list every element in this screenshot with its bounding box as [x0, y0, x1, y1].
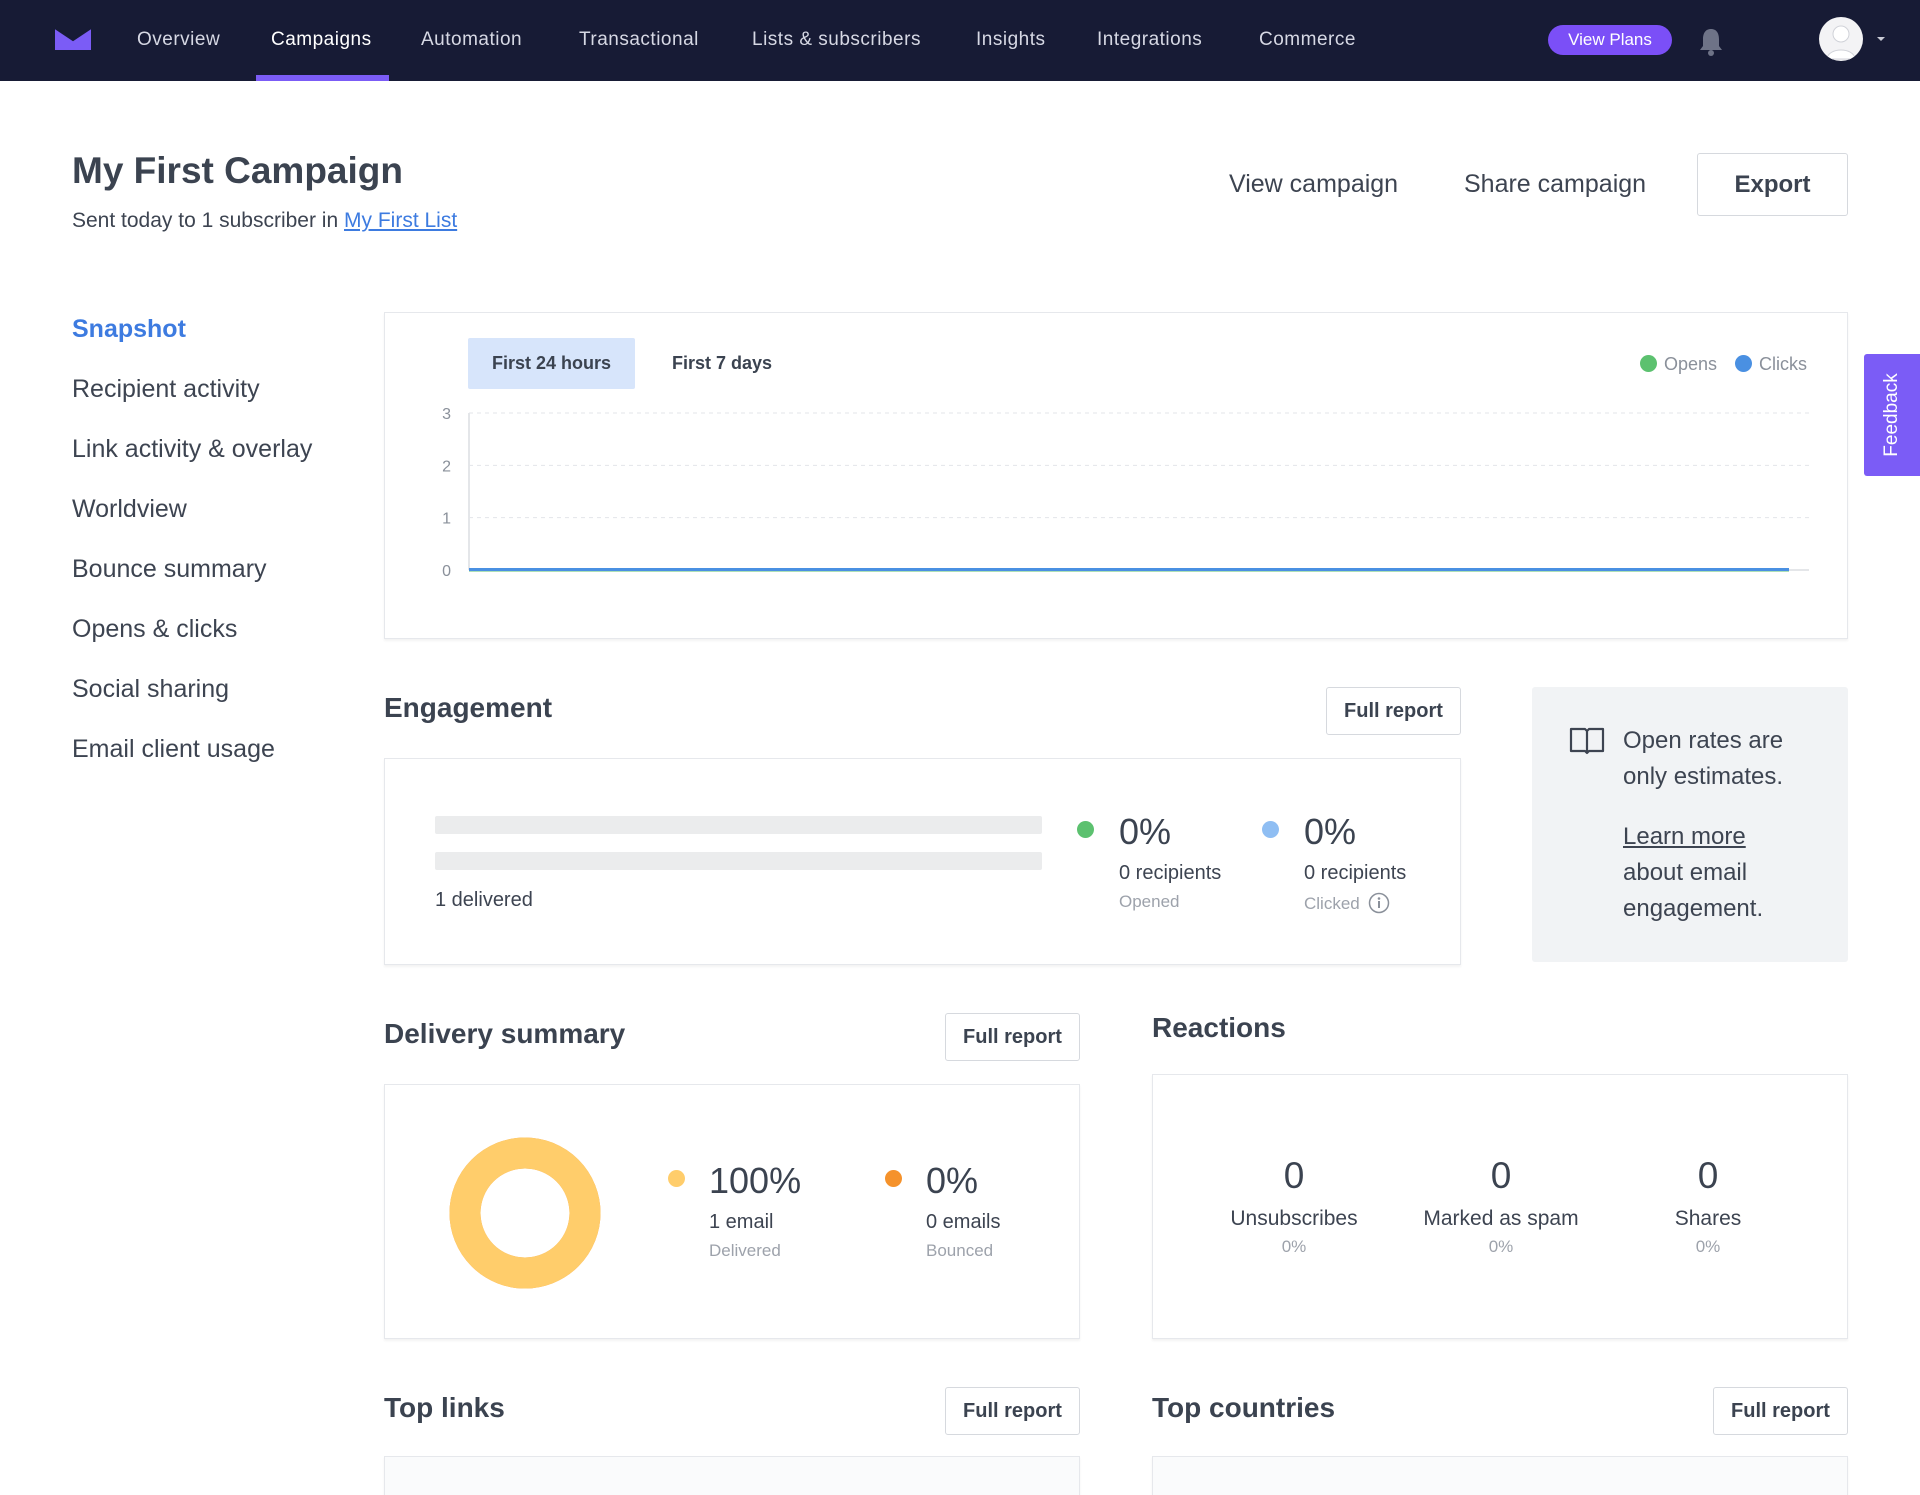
unsubscribes-percent: 0% [1281, 1237, 1307, 1256]
legend-clicks-label: Clicks [1759, 354, 1807, 374]
sidebar-item-opens-clicks[interactable]: Opens & clicks [72, 615, 238, 643]
user-icon [1826, 25, 1856, 60]
bounced-label: Bounced [926, 1241, 994, 1260]
learn-more-link[interactable]: Learn more [1623, 823, 1746, 850]
engagement-card: 1 delivered 0% 0 recipients Opened 0% 0 … [384, 758, 1461, 965]
donut-delivered-segment [449, 1137, 601, 1289]
bounced-dot [885, 1170, 902, 1187]
info-estimates-text: Open rates are only estimates. [1623, 727, 1784, 790]
clicked-recipients: 0 recipients [1304, 862, 1407, 884]
delivery-summary-title: Delivery summary [384, 1018, 626, 1049]
delivery-full-report-button[interactable]: Full report [945, 1013, 1080, 1061]
top-nav: Overview Campaigns Automation Transactio… [0, 0, 1920, 81]
nav-overview[interactable]: Overview [137, 29, 221, 50]
unsubscribes-label: Unsubscribes [1230, 1207, 1358, 1230]
clicked-dot [1262, 821, 1279, 838]
y-tick-label: 2 [442, 458, 451, 475]
subtitle-text: Sent today to 1 subscriber in [72, 209, 344, 232]
tab-first-24-hours[interactable]: First 24 hours [468, 338, 636, 389]
bell-icon[interactable] [1697, 26, 1725, 56]
reactions-card: 0 Unsubscribes 0% 0 Marked as spam 0% 0 … [1152, 1074, 1848, 1339]
delivered-percent: 100% [709, 1160, 802, 1201]
engagement-full-report-button[interactable]: Full report [1326, 687, 1461, 735]
sidebar-item-social-sharing[interactable]: Social sharing [72, 675, 230, 703]
nav-transactional[interactable]: Transactional [579, 29, 699, 50]
delivered-emails: 1 email [709, 1211, 774, 1233]
share-campaign-link[interactable]: Share campaign [1464, 170, 1647, 198]
feedback-tab[interactable]: Feedback [1864, 354, 1920, 476]
unsubscribes-value: 0 [1283, 1155, 1305, 1196]
opens-dot [1640, 355, 1657, 372]
clicked-label-wrap: Clicked [1304, 892, 1390, 914]
top-countries-full-report-button[interactable]: Full report [1713, 1387, 1848, 1435]
view-campaign-link[interactable]: View campaign [1229, 170, 1399, 198]
nav-insights[interactable]: Insights [976, 29, 1046, 50]
nav-integrations[interactable]: Integrations [1097, 29, 1203, 50]
opened-percent: 0% [1119, 811, 1172, 852]
engagement-title: Engagement [384, 692, 553, 723]
nav-automation[interactable]: Automation [421, 29, 523, 50]
y-tick-label: 1 [442, 511, 451, 528]
delivered-count: 1 delivered [435, 889, 533, 911]
y-tick-label: 3 [442, 406, 451, 423]
delivery-donut [449, 1137, 601, 1289]
spam-percent: 0% [1488, 1237, 1514, 1256]
clicked-label: Clicked [1304, 894, 1360, 913]
opened-dot [1077, 821, 1094, 838]
shares-percent: 0% [1695, 1237, 1721, 1256]
clicked-bar [435, 852, 1042, 870]
nav-active-indicator [256, 75, 389, 81]
bounced-percent: 0% [926, 1160, 979, 1201]
open-rates-info-panel: Open rates are only estimates. Learn mor… [1532, 687, 1848, 962]
nav-commerce[interactable]: Commerce [1259, 29, 1356, 50]
campaign-subtitle: Sent today to 1 subscriber in My First L… [72, 209, 457, 233]
nav-lists-subscribers[interactable]: Lists & subscribers [752, 29, 921, 50]
avatar[interactable] [1819, 17, 1863, 61]
y-tick-label: 0 [442, 563, 451, 580]
bounced-emails: 0 emails [926, 1211, 1001, 1233]
delivery-summary-card: 100% 1 email Delivered 0% 0 emails Bounc… [384, 1084, 1080, 1339]
opened-recipients: 0 recipients [1119, 862, 1222, 884]
delivered-dot [668, 1170, 685, 1187]
info-learn-more-wrap: Learn more about email engagement. [1623, 819, 1833, 927]
opened-label: Opened [1119, 892, 1180, 911]
list-link[interactable]: My First List [344, 209, 458, 232]
spam-label: Marked as spam [1423, 1207, 1579, 1230]
info-icon[interactable] [1368, 892, 1390, 914]
line-chart: 3 2 1 0 [442, 406, 1809, 580]
clicks-dot [1735, 355, 1752, 372]
shares-label: Shares [1674, 1207, 1742, 1230]
spam-value: 0 [1490, 1155, 1512, 1196]
sidebar-item-worldview[interactable]: Worldview [72, 495, 187, 523]
feedback-label: Feedback [1881, 373, 1902, 457]
logo-icon[interactable] [55, 26, 91, 52]
nav-campaigns[interactable]: Campaigns [271, 29, 372, 50]
sidebar-item-email-client-usage[interactable]: Email client usage [72, 735, 275, 763]
sidebar-item-snapshot[interactable]: Snapshot [72, 315, 186, 343]
page-title: My First Campaign [72, 150, 403, 191]
chevron-down-icon[interactable] [1874, 34, 1888, 44]
legend-opens: Opens [1640, 354, 1717, 375]
book-icon [1569, 727, 1605, 755]
opened-bar [435, 816, 1042, 834]
sidebar-item-bounce-summary[interactable]: Bounce summary [72, 555, 267, 583]
sidebar-item-link-activity[interactable]: Link activity & overlay [72, 435, 313, 463]
delivered-label: Delivered [709, 1241, 781, 1260]
view-plans-button[interactable]: View Plans [1548, 25, 1672, 55]
shares-value: 0 [1697, 1155, 1719, 1196]
sidebar-item-recipient-activity[interactable]: Recipient activity [72, 375, 260, 403]
snapshot-chart-card: First 24 hours First 7 days Opens Clicks… [384, 312, 1848, 639]
top-links-card [384, 1456, 1080, 1495]
tab-first-7-days[interactable]: First 7 days [672, 353, 773, 373]
top-links-full-report-button[interactable]: Full report [945, 1387, 1080, 1435]
legend-clicks: Clicks [1735, 354, 1807, 375]
info-engagement-text: about email engagement. [1623, 859, 1764, 922]
legend-opens-label: Opens [1664, 354, 1718, 374]
top-links-title: Top links [384, 1392, 505, 1423]
top-countries-card [1152, 1456, 1848, 1495]
clicked-percent: 0% [1304, 811, 1357, 852]
export-button[interactable]: Export [1697, 153, 1848, 216]
top-countries-title: Top countries [1152, 1392, 1336, 1423]
reactions-title: Reactions [1152, 1012, 1286, 1043]
